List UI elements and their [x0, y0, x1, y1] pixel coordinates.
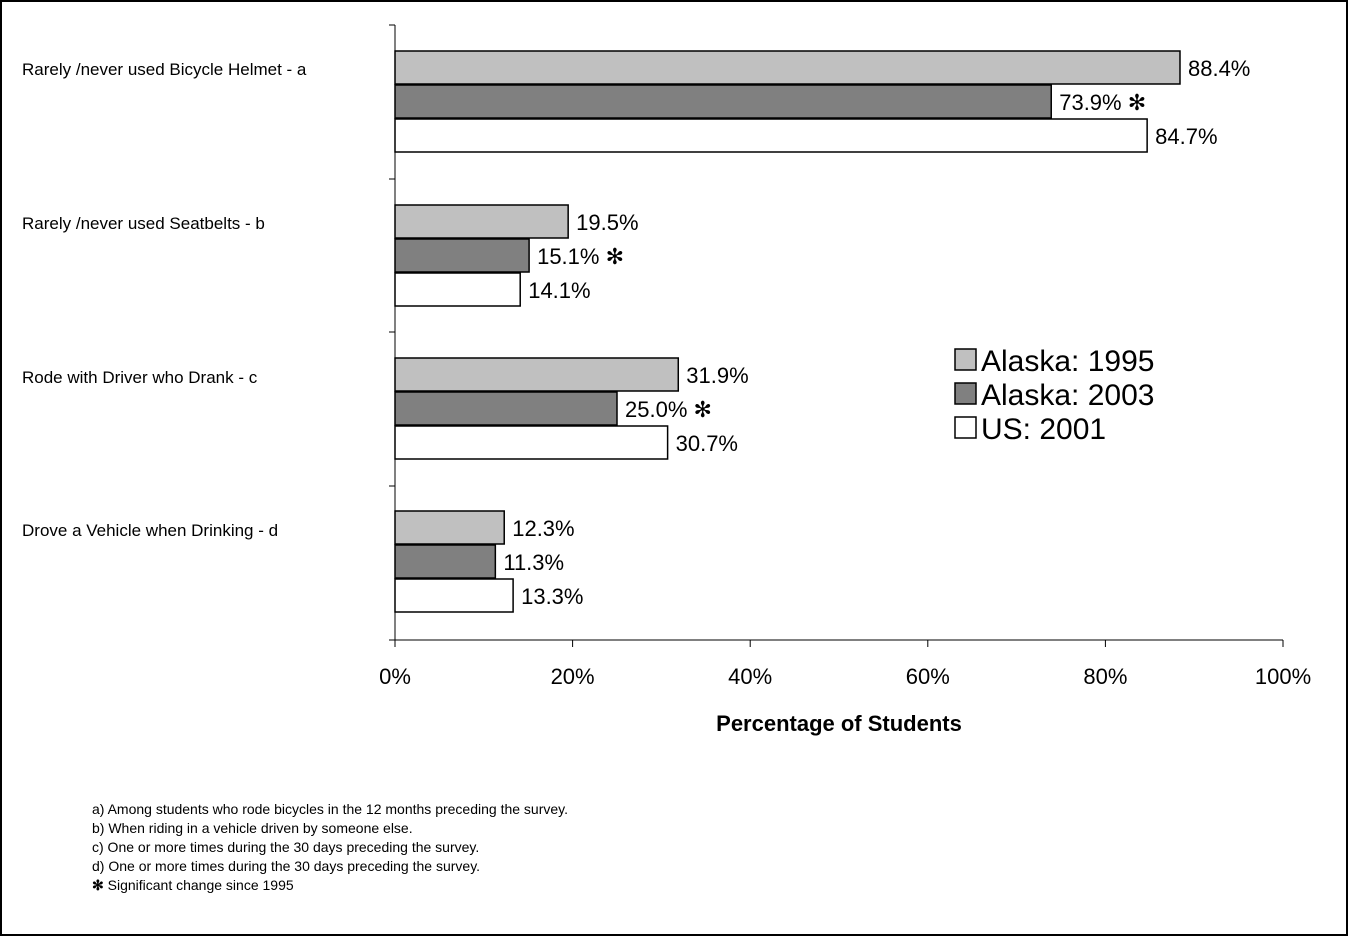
- bar: [394, 510, 505, 545]
- x-tick-label: 20%: [551, 664, 595, 689]
- legend-swatch: [954, 382, 977, 405]
- footnotes: a) Among students who rode bicycles in t…: [92, 800, 568, 895]
- x-tick-label: 60%: [906, 664, 950, 689]
- data-label: 14.1%: [528, 278, 590, 303]
- footnote-c: c) One or more times during the 30 days …: [92, 839, 480, 855]
- legend-label: Alaska: 2003: [981, 379, 1154, 412]
- bar: [394, 50, 1181, 85]
- data-label: 15.1% ✻: [537, 244, 624, 269]
- bar: [394, 204, 569, 239]
- x-tick-label: 80%: [1083, 664, 1127, 689]
- significance-marker: ✻: [92, 877, 104, 893]
- data-label: 31.9%: [686, 363, 748, 388]
- footnote-b: b) When riding in a vehicle driven by so…: [92, 820, 413, 836]
- data-label: 19.5%: [576, 210, 638, 235]
- footnote-significance: ✻ Significant change since 1995: [92, 876, 568, 895]
- data-label: 12.3%: [512, 516, 574, 541]
- bar: [394, 578, 514, 613]
- significance-text: Significant change since 1995: [107, 877, 294, 893]
- footnote-d: d) One or more times during the 30 days …: [92, 858, 481, 874]
- footnote-a: a) Among students who rode bicycles in t…: [92, 801, 569, 817]
- bar: [394, 544, 497, 579]
- data-label: 25.0% ✻: [625, 397, 712, 422]
- bar: [394, 84, 1052, 119]
- legend-swatch: [954, 348, 977, 371]
- category-label: Rarely /never used Bicycle Helmet - a: [22, 60, 307, 79]
- bar: [394, 118, 1148, 153]
- data-label: 88.4%: [1188, 56, 1250, 81]
- bar: [394, 425, 669, 460]
- plot-area: 0% 20% 40% 60% 80% 100% Percentage of Students…: [22, 24, 1311, 736]
- category-label: Drove a Vehicle when Drinking - d: [22, 521, 278, 540]
- x-tick-label: 40%: [728, 664, 772, 689]
- bar: [394, 238, 530, 273]
- x-tick-label: 0%: [379, 664, 411, 689]
- data-label: 13.3%: [521, 584, 583, 609]
- x-tick-label: 100%: [1255, 664, 1311, 689]
- data-label: 30.7%: [676, 431, 738, 456]
- data-label: 11.3%: [503, 550, 564, 575]
- bar: [394, 272, 521, 307]
- category-label: Rode with Driver who Drank - c: [22, 368, 258, 387]
- data-label: 84.7%: [1155, 124, 1217, 149]
- x-axis-title: Percentage of Students: [716, 711, 962, 736]
- bar: [394, 391, 618, 426]
- legend-swatch: [954, 416, 977, 439]
- bar: [394, 357, 680, 392]
- category-label: Rarely /never used Seatbelts - b: [22, 214, 265, 233]
- data-label: 73.9% ✻: [1059, 90, 1146, 115]
- legend-label: Alaska: 1995: [981, 345, 1154, 378]
- legend-label: US: 2001: [981, 413, 1106, 446]
